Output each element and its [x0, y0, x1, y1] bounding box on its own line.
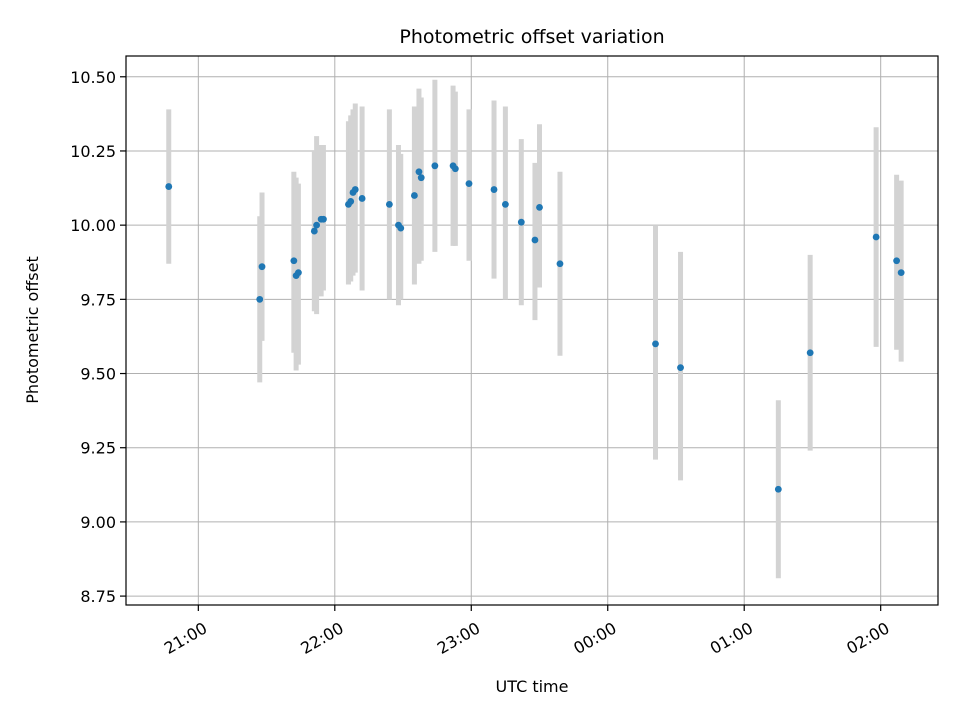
data-point	[165, 183, 173, 190]
data-point	[501, 200, 509, 208]
data-point	[556, 260, 564, 268]
data-point	[517, 218, 525, 226]
data-point	[347, 198, 355, 205]
data-point	[258, 263, 266, 271]
data-point	[351, 186, 359, 193]
data-point	[451, 165, 459, 173]
y-tick-label: 9.00	[80, 513, 116, 532]
data-point	[397, 224, 405, 232]
data-point	[531, 236, 539, 244]
data-point	[295, 269, 302, 277]
data-point	[465, 180, 473, 188]
y-tick-label: 9.25	[80, 439, 116, 458]
data-point	[897, 269, 905, 277]
data-point	[290, 257, 298, 265]
chart-title: Photometric offset variation	[399, 26, 664, 48]
y-tick-label: 10.50	[70, 68, 116, 87]
data-point	[431, 162, 439, 170]
data-point	[320, 215, 327, 223]
y-axis: 8.75 9.00 9.25 9.50 9.75 10.00 10.25 10.50	[70, 68, 126, 606]
data-point	[310, 227, 318, 235]
data-point	[415, 168, 423, 176]
data-point	[411, 192, 418, 199]
y-tick-label: 9.75	[80, 290, 116, 309]
y-tick-label: 8.75	[80, 587, 116, 606]
data-point	[358, 195, 366, 202]
y-axis-label: Photometric offset	[23, 256, 42, 404]
data-point	[893, 257, 901, 265]
y-tick-label: 9.50	[80, 365, 116, 384]
data-points	[165, 162, 905, 493]
data-point	[806, 349, 814, 357]
data-point	[256, 295, 264, 303]
data-point	[490, 186, 498, 193]
data-point	[313, 221, 321, 229]
y-tick-label: 10.00	[70, 216, 116, 235]
data-point	[872, 233, 880, 241]
data-point	[774, 485, 782, 493]
data-point	[385, 200, 393, 208]
data-point	[536, 203, 543, 211]
data-point	[652, 340, 659, 348]
data-point	[677, 364, 684, 371]
y-tick-label: 10.25	[70, 142, 116, 161]
plot-frame	[125, 55, 939, 606]
data-point	[417, 174, 425, 182]
x-axis-label: UTC time	[496, 677, 569, 696]
